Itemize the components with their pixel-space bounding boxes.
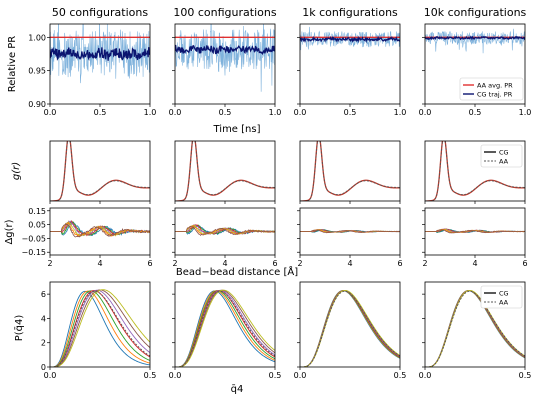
column-title: 50 configurations <box>52 6 148 19</box>
aa-q4-dist-line <box>175 290 275 367</box>
x-tick-label: 0.0 <box>294 371 307 380</box>
y-tick-label: 1.00 <box>28 33 46 42</box>
column-title: 1k configurations <box>302 6 398 19</box>
cg-q4-dist-line <box>50 289 150 367</box>
cg-q4-dist-line <box>50 290 150 367</box>
x-tick-label: 4 <box>222 259 227 268</box>
x-tick-label: 2 <box>422 259 427 268</box>
x-tick-label: 0.0 <box>169 108 182 117</box>
x-tick-label: 1.0 <box>269 108 282 117</box>
q4-x-axis-label: q̄4 <box>231 384 244 395</box>
cg-q4-dist-line <box>175 289 275 367</box>
distance-x-axis-label: Bead−bead distance [Å] <box>176 265 298 278</box>
column-title: 10k configurations <box>424 6 527 19</box>
pr-legend-box <box>459 77 524 101</box>
x-tick-label: 6 <box>522 259 527 268</box>
y-tick-label: 0.05 <box>28 221 46 230</box>
cg-q4-dist-line <box>50 290 150 367</box>
x-tick-label: 1.0 <box>394 108 407 117</box>
x-tick-label: 6 <box>397 259 402 268</box>
x-tick-label: 0.5 <box>394 371 407 380</box>
q4-y-axis-label: P(q̄4) <box>14 315 25 342</box>
cg-q4-dist-line <box>50 290 150 367</box>
rdf-diff-line <box>175 225 275 236</box>
y-tick-label: 2 <box>41 339 46 348</box>
rdf-diff-y-axis-label: Δg(r) <box>4 219 15 244</box>
x-tick-label: 4 <box>472 259 477 268</box>
x-tick-label: 0.0 <box>169 371 182 380</box>
x-tick-label: 4 <box>97 259 102 268</box>
aa-rdf-line <box>300 141 400 201</box>
cg-q4-dist-line <box>175 289 275 367</box>
legend-label-cg: CG <box>499 148 509 156</box>
aa-rdf-line <box>425 141 525 201</box>
y-tick-label: −0.05 <box>21 234 46 243</box>
cg-q4-dist-line <box>175 290 275 367</box>
x-tick-label: 2 <box>47 259 52 268</box>
x-tick-label: 6 <box>272 259 277 268</box>
column-title: 100 configurations <box>173 6 276 19</box>
q4-panel-frame <box>424 281 526 368</box>
x-tick-label: 0.0 <box>44 108 57 117</box>
aa-q4-dist-line <box>300 290 400 367</box>
q4-panel-frame <box>174 281 276 368</box>
x-tick-label: 0.5 <box>269 371 282 380</box>
legend-label-aa-avg-pr: AA avg. PR <box>477 81 513 89</box>
legend-label-cg-traj-pr: CG traj. PR <box>477 90 513 98</box>
cg-traj-pr-line <box>300 35 400 44</box>
cg-q4-dist-line <box>175 290 275 367</box>
y-tick-label: 6 <box>41 290 46 299</box>
legend-label-aa: AA <box>499 298 509 306</box>
x-tick-label: 2 <box>172 259 177 268</box>
x-tick-label: 1.0 <box>519 108 532 117</box>
aa-rdf-line <box>175 141 275 201</box>
cg-frames-pr-line <box>50 24 150 84</box>
aa-rdf-line <box>50 141 150 201</box>
y-tick-label: −0.15 <box>21 248 46 257</box>
q4-panel-frame <box>299 281 401 368</box>
rdf-diff-line <box>425 229 525 234</box>
y-tick-label: 0 <box>41 363 46 372</box>
x-tick-label: 0.0 <box>419 108 432 117</box>
pr-y-axis-label: Relative PR <box>7 36 18 93</box>
y-tick-label: 0.90 <box>28 100 46 109</box>
cg-traj-pr-line <box>175 44 275 56</box>
x-tick-label: 0.5 <box>94 108 107 117</box>
cg-frames-pr-line <box>175 24 275 92</box>
x-tick-label: 2 <box>297 259 302 268</box>
x-tick-label: 1.0 <box>144 108 157 117</box>
rdf-y-axis-label: g(r) <box>11 162 22 180</box>
cg-q4-dist-line <box>175 290 275 367</box>
x-tick-label: 0.5 <box>344 108 357 117</box>
x-tick-label: 0.0 <box>44 371 57 380</box>
cg-q4-dist-line <box>50 289 150 367</box>
aa-q4-dist-line <box>425 290 525 367</box>
x-tick-label: 0.0 <box>419 371 432 380</box>
rdf-diff-line <box>50 222 150 238</box>
y-tick-label: 4 <box>41 314 46 323</box>
x-tick-label: 0.5 <box>219 108 232 117</box>
x-tick-label: 4 <box>347 259 352 268</box>
cg-q4-dist-line <box>50 290 150 367</box>
y-tick-label: 0.15 <box>28 207 46 216</box>
x-tick-label: 0.0 <box>294 108 307 117</box>
aa-q4-dist-line <box>50 290 150 367</box>
x-tick-label: 6 <box>147 259 152 268</box>
cg-frames-pr-line <box>425 28 525 54</box>
rdf-diff-line <box>300 229 400 234</box>
cg-traj-pr-line <box>425 35 525 41</box>
q4-panel-frame <box>49 281 151 368</box>
y-tick-label: 0.95 <box>28 67 46 76</box>
legend-label-cg: CG <box>499 289 509 297</box>
x-tick-label: 0.5 <box>144 371 157 380</box>
cg-q4-dist-line <box>300 289 400 367</box>
x-tick-label: 0.5 <box>469 108 482 117</box>
pr-x-axis-label: Time [ns] <box>212 124 260 135</box>
legend-label-aa: AA <box>499 157 509 165</box>
x-tick-label: 0.5 <box>519 371 532 380</box>
cg-traj-pr-line <box>50 46 150 61</box>
